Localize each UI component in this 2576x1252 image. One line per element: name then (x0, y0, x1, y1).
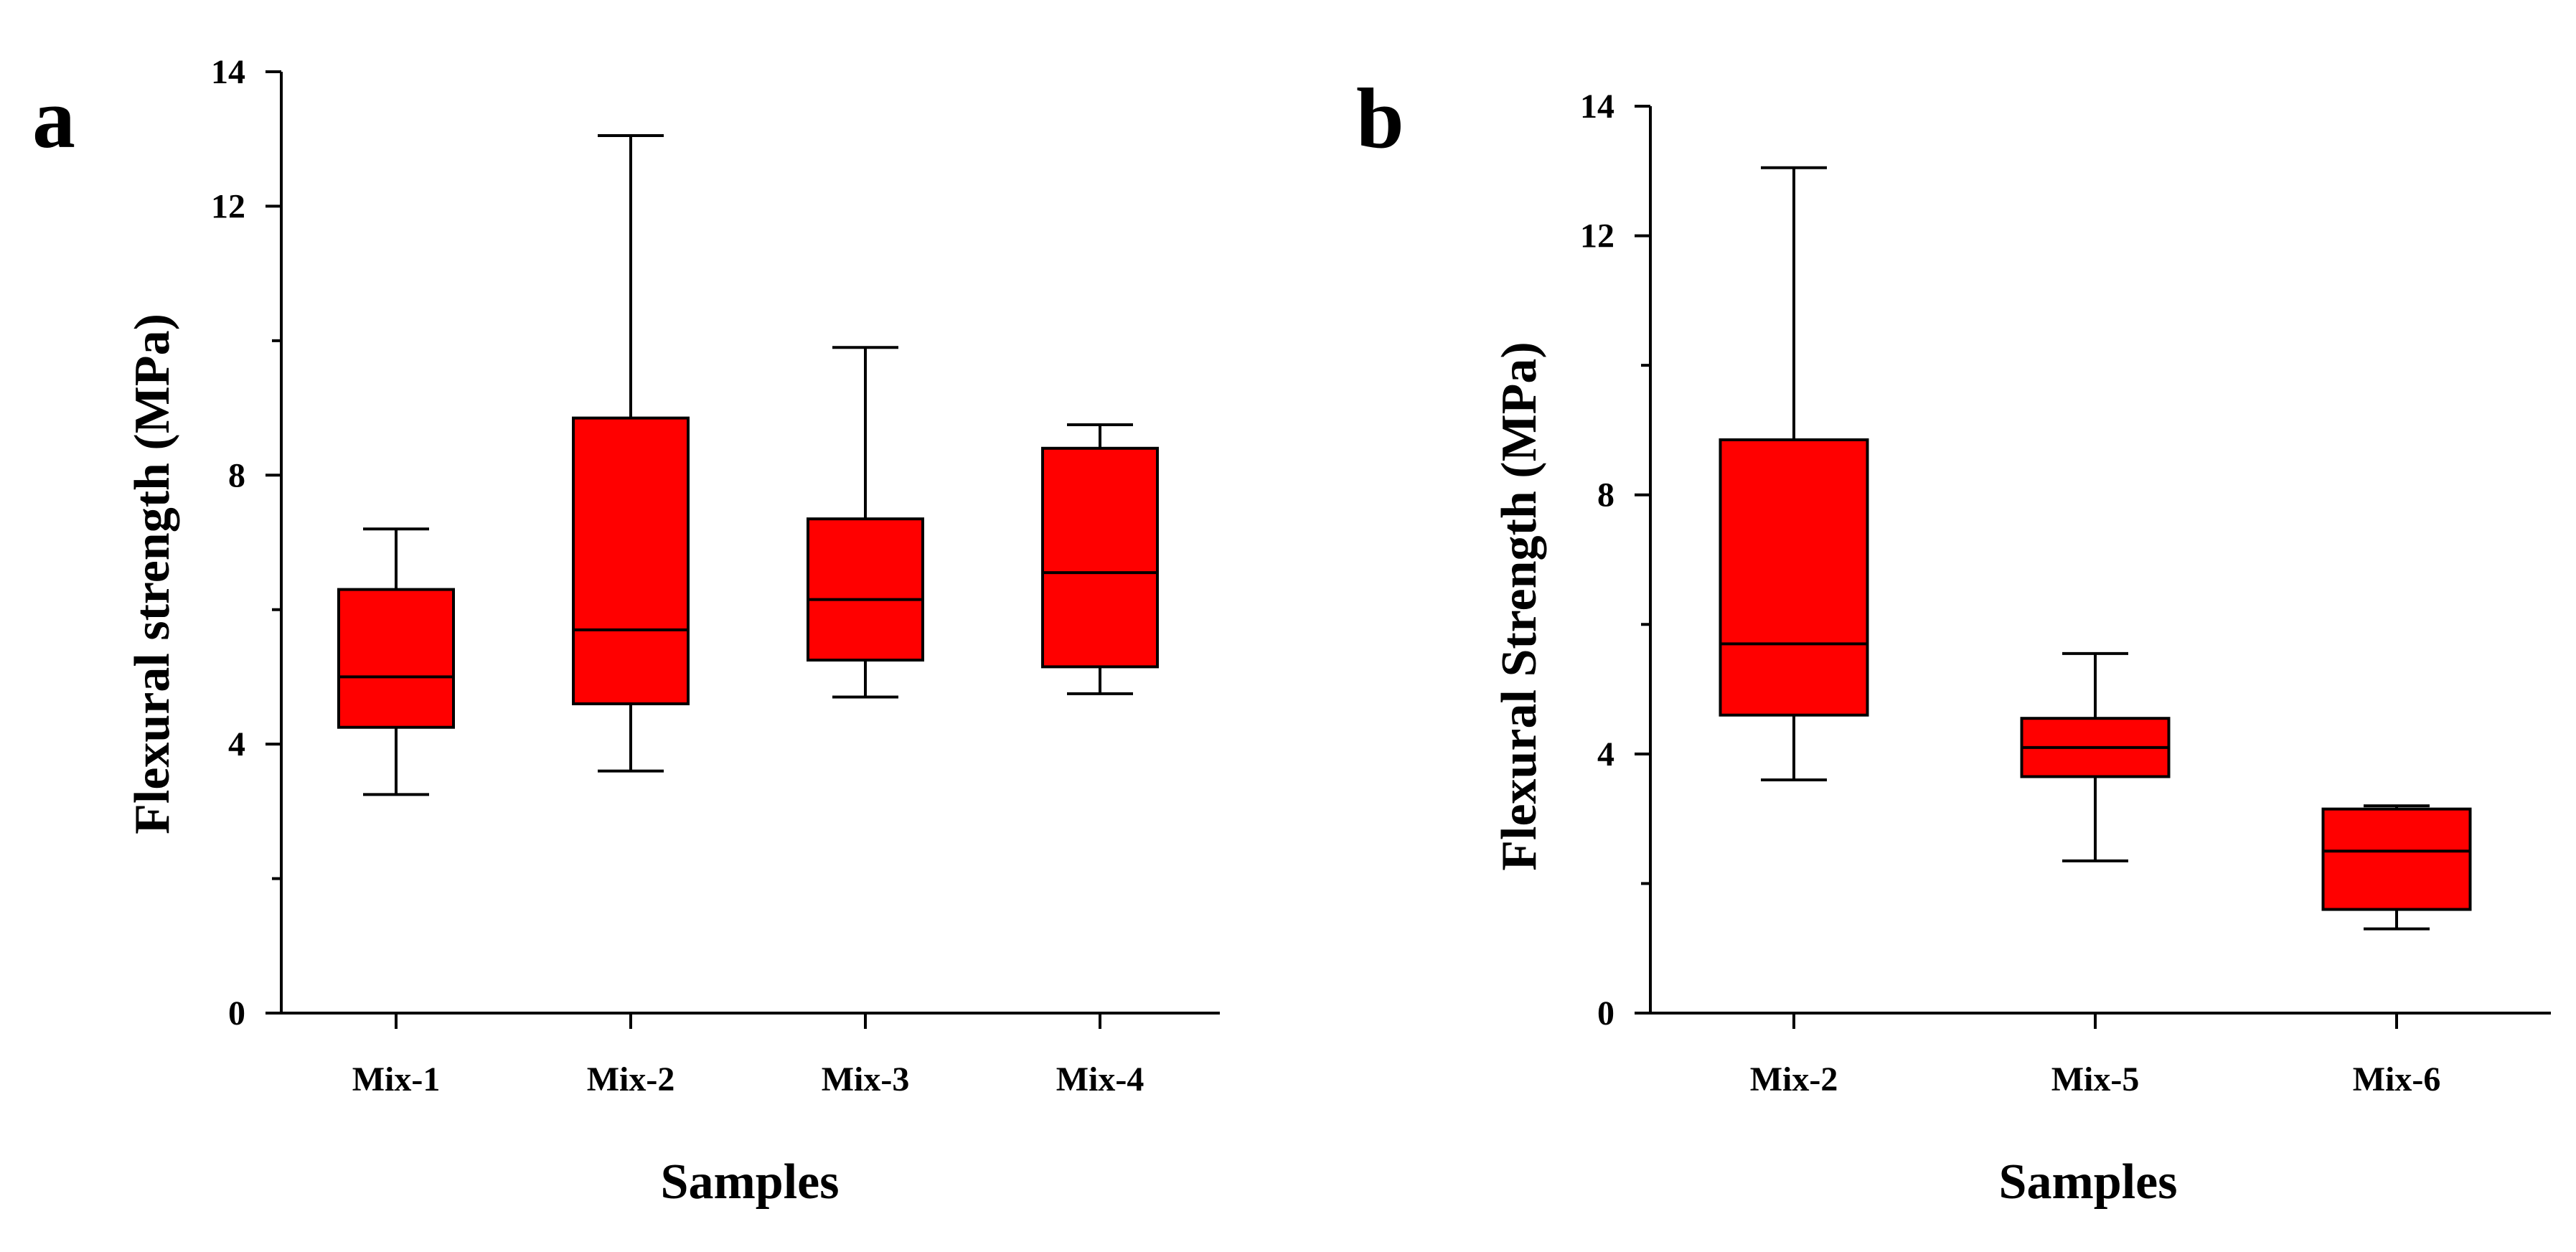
box-mix-6 (2321, 804, 2472, 931)
x-category-labels-b: Mix-2 Mix-5 Mix-6 (1750, 1060, 2441, 1098)
x-category-label: Mix-2 (587, 1060, 675, 1098)
axes-b (1649, 106, 2551, 1029)
y-tick-label: 0 (228, 994, 245, 1032)
boxes-b (1719, 166, 2472, 931)
y-tick-label: 14 (211, 53, 245, 91)
y-tick-label: 4 (1597, 735, 1614, 773)
y-axis-title-a: Flexural strength (MPa) (125, 314, 180, 834)
chart-panel-a: a 0 4 8 12 14 Mix-1 Mix-2 Mix-3 Mix-4 Samples F… (32, 53, 1220, 1210)
x-axis-title-a: Samples (661, 1154, 840, 1210)
box-mix-2 (572, 134, 690, 773)
box-mix-2 (1719, 166, 1869, 781)
y-ticks-b: 0 4 8 12 14 (1580, 88, 1650, 1032)
x-category-label: Mix-2 (1750, 1060, 1838, 1098)
boxes-a (337, 134, 1159, 796)
y-axis-title-b: Flexural Strength (MPa) (1492, 342, 1547, 870)
chart-panel-b: b 0 4 8 12 14 Mix-2 Mix-5 Mix-6 Samples Flexur… (1356, 70, 2551, 1210)
y-tick-label: 8 (228, 456, 245, 494)
iqr-box (1719, 438, 1869, 717)
iqr-box (1041, 446, 1159, 669)
x-category-label: Mix-3 (822, 1060, 910, 1098)
axes-a (280, 72, 1220, 1029)
panel-label-a: a (32, 70, 75, 166)
iqr-box (337, 588, 455, 729)
x-category-label: Mix-1 (352, 1060, 441, 1098)
box-mix-4 (1041, 423, 1159, 695)
box-mix-3 (807, 346, 924, 699)
x-category-label: Mix-4 (1056, 1060, 1144, 1098)
y-tick-label: 0 (1597, 994, 1614, 1032)
iqr-box (807, 517, 924, 662)
iqr-box (572, 416, 690, 705)
y-tick-label: 12 (1580, 217, 1614, 255)
y-tick-label: 8 (1597, 476, 1614, 514)
iqr-box (2321, 807, 2472, 911)
y-tick-label: 12 (211, 187, 245, 225)
x-category-label: Mix-5 (2051, 1060, 2140, 1098)
x-category-label: Mix-6 (2353, 1060, 2441, 1098)
y-tick-label: 4 (228, 725, 245, 763)
box-mix-5 (2020, 651, 2171, 862)
y-tick-label: 14 (1580, 88, 1614, 126)
box-mix-1 (337, 527, 455, 796)
x-category-labels-a: Mix-1 Mix-2 Mix-3 Mix-4 (352, 1060, 1144, 1098)
panel-label-b: b (1356, 70, 1404, 166)
y-ticks-a: 0 4 8 12 14 (211, 53, 281, 1032)
x-axis-title-b: Samples (1999, 1154, 2178, 1210)
